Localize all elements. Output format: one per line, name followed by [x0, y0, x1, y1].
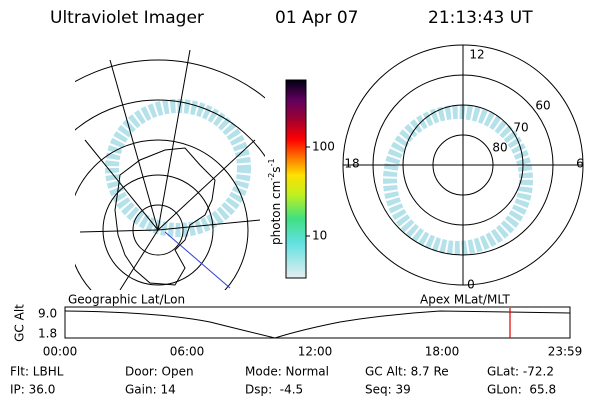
mlt-label: 6 — [576, 157, 584, 171]
polar-map — [342, 44, 584, 286]
x-tick: 18:00 — [425, 345, 460, 359]
info-field: GLat: -72.2 — [487, 365, 554, 379]
lat-label: 80 — [492, 141, 507, 155]
x-tick: 00:00 — [43, 345, 78, 359]
x-tick: 12:00 — [298, 345, 333, 359]
info-field: GC Alt: 8.7 Re — [365, 365, 449, 379]
info-field: Seq: 39 — [365, 383, 411, 397]
x-tick: 23:59 — [548, 345, 583, 359]
alt-plot — [64, 306, 571, 339]
info-field: Dsp: -4.5 — [245, 383, 303, 397]
colorbar-tick: 100 — [312, 140, 335, 154]
info-field: Gain: 14 — [125, 383, 176, 397]
info-field: Door: Open — [125, 365, 194, 379]
mlt-label: 0 — [467, 278, 475, 292]
plot-title: Apex MLat/MLT — [420, 293, 510, 307]
lat-label: 60 — [535, 99, 550, 113]
date: 01 Apr 07 — [275, 8, 358, 28]
lat-label: 70 — [513, 121, 528, 135]
info-field: Mode: Normal — [245, 365, 329, 379]
info-field: IP: 36.0 — [10, 383, 55, 397]
y-tick: 9.0 — [38, 307, 57, 321]
time: 21:13:43 UT — [428, 8, 533, 28]
x-tick: 06:00 — [170, 345, 205, 359]
colorbar-tick: 10 — [312, 229, 327, 243]
y-label: GC Alt — [13, 304, 27, 342]
colorbar — [285, 79, 307, 279]
geo-map — [75, 49, 265, 290]
plot-title: Geographic Lat/Lon — [68, 293, 185, 307]
info-field: Flt: LBHL — [10, 365, 64, 379]
y-tick: 1.8 — [38, 327, 57, 341]
colorbar-label: photon cm-2s-1 — [267, 158, 283, 245]
title: Ultraviolet Imager — [50, 8, 204, 28]
mlt-label: 12 — [469, 48, 484, 62]
info-panel: Flt: LBHL Door: Open Mode: Normal GC Alt: 8… — [10, 365, 556, 397]
info-field: GLon: 65.8 — [487, 383, 556, 397]
mlt-label: 18 — [344, 157, 359, 171]
